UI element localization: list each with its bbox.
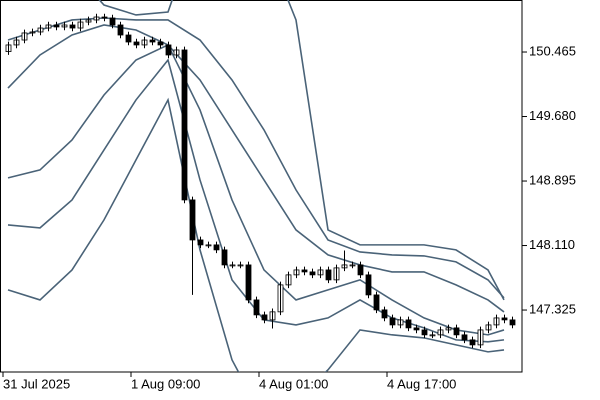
bands (7, 0, 505, 372)
band-line (98, 0, 505, 301)
y-tick-label: 147.325 (529, 301, 576, 316)
x-tick-label: 1 Aug 09:00 (131, 376, 200, 391)
band-line (7, 97, 505, 372)
band-line (7, 17, 505, 299)
x-tick-label: 4 Aug 17:00 (387, 376, 456, 391)
band-line (7, 24, 505, 313)
y-tick-label: 149.680 (529, 108, 576, 123)
plot-frame (0, 0, 523, 373)
y-tick-label: 148.895 (529, 172, 576, 187)
x-tick-label: 4 Aug 01:00 (259, 376, 328, 391)
x-tick-label: 31 Jul 2025 (3, 376, 70, 391)
y-tick-label: 148.110 (529, 237, 575, 252)
y-tick-label: 150.465 (529, 43, 576, 58)
band-line (7, 43, 505, 336)
